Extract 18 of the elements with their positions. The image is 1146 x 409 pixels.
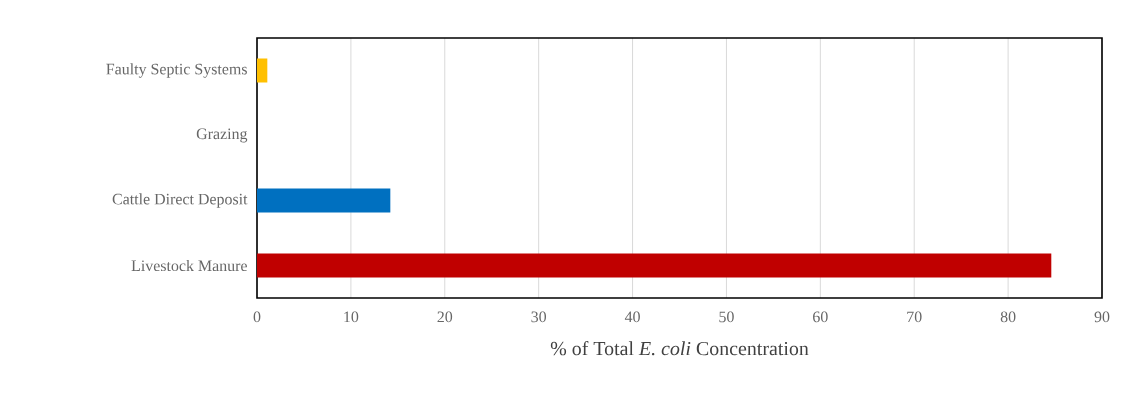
- x-tick-label: 70: [907, 311, 922, 323]
- x-tick-label: 80: [1000, 311, 1016, 323]
- bar: [257, 188, 391, 213]
- x-axis-title: % of Total E. coli Concentration: [550, 341, 809, 356]
- x-tick-label: 30: [531, 311, 547, 323]
- y-tick-label: Cattle Direct Deposit: [112, 193, 248, 208]
- x-tick-label: 90: [1094, 311, 1110, 323]
- y-tick-label: Grazing: [196, 128, 248, 143]
- x-tick-label: 20: [437, 311, 453, 323]
- x-tick-label: 40: [624, 311, 640, 323]
- x-tick-label: 0: [253, 311, 261, 323]
- x-tick-label: 60: [813, 311, 828, 323]
- bar: [257, 58, 268, 83]
- y-tick-label: Faulty Septic Systems: [106, 63, 247, 78]
- x-tick-label: 50: [719, 311, 734, 323]
- bar: [257, 253, 1052, 278]
- y-tick-label: Livestock Manure: [131, 259, 247, 272]
- x-tick-label: 10: [344, 311, 359, 323]
